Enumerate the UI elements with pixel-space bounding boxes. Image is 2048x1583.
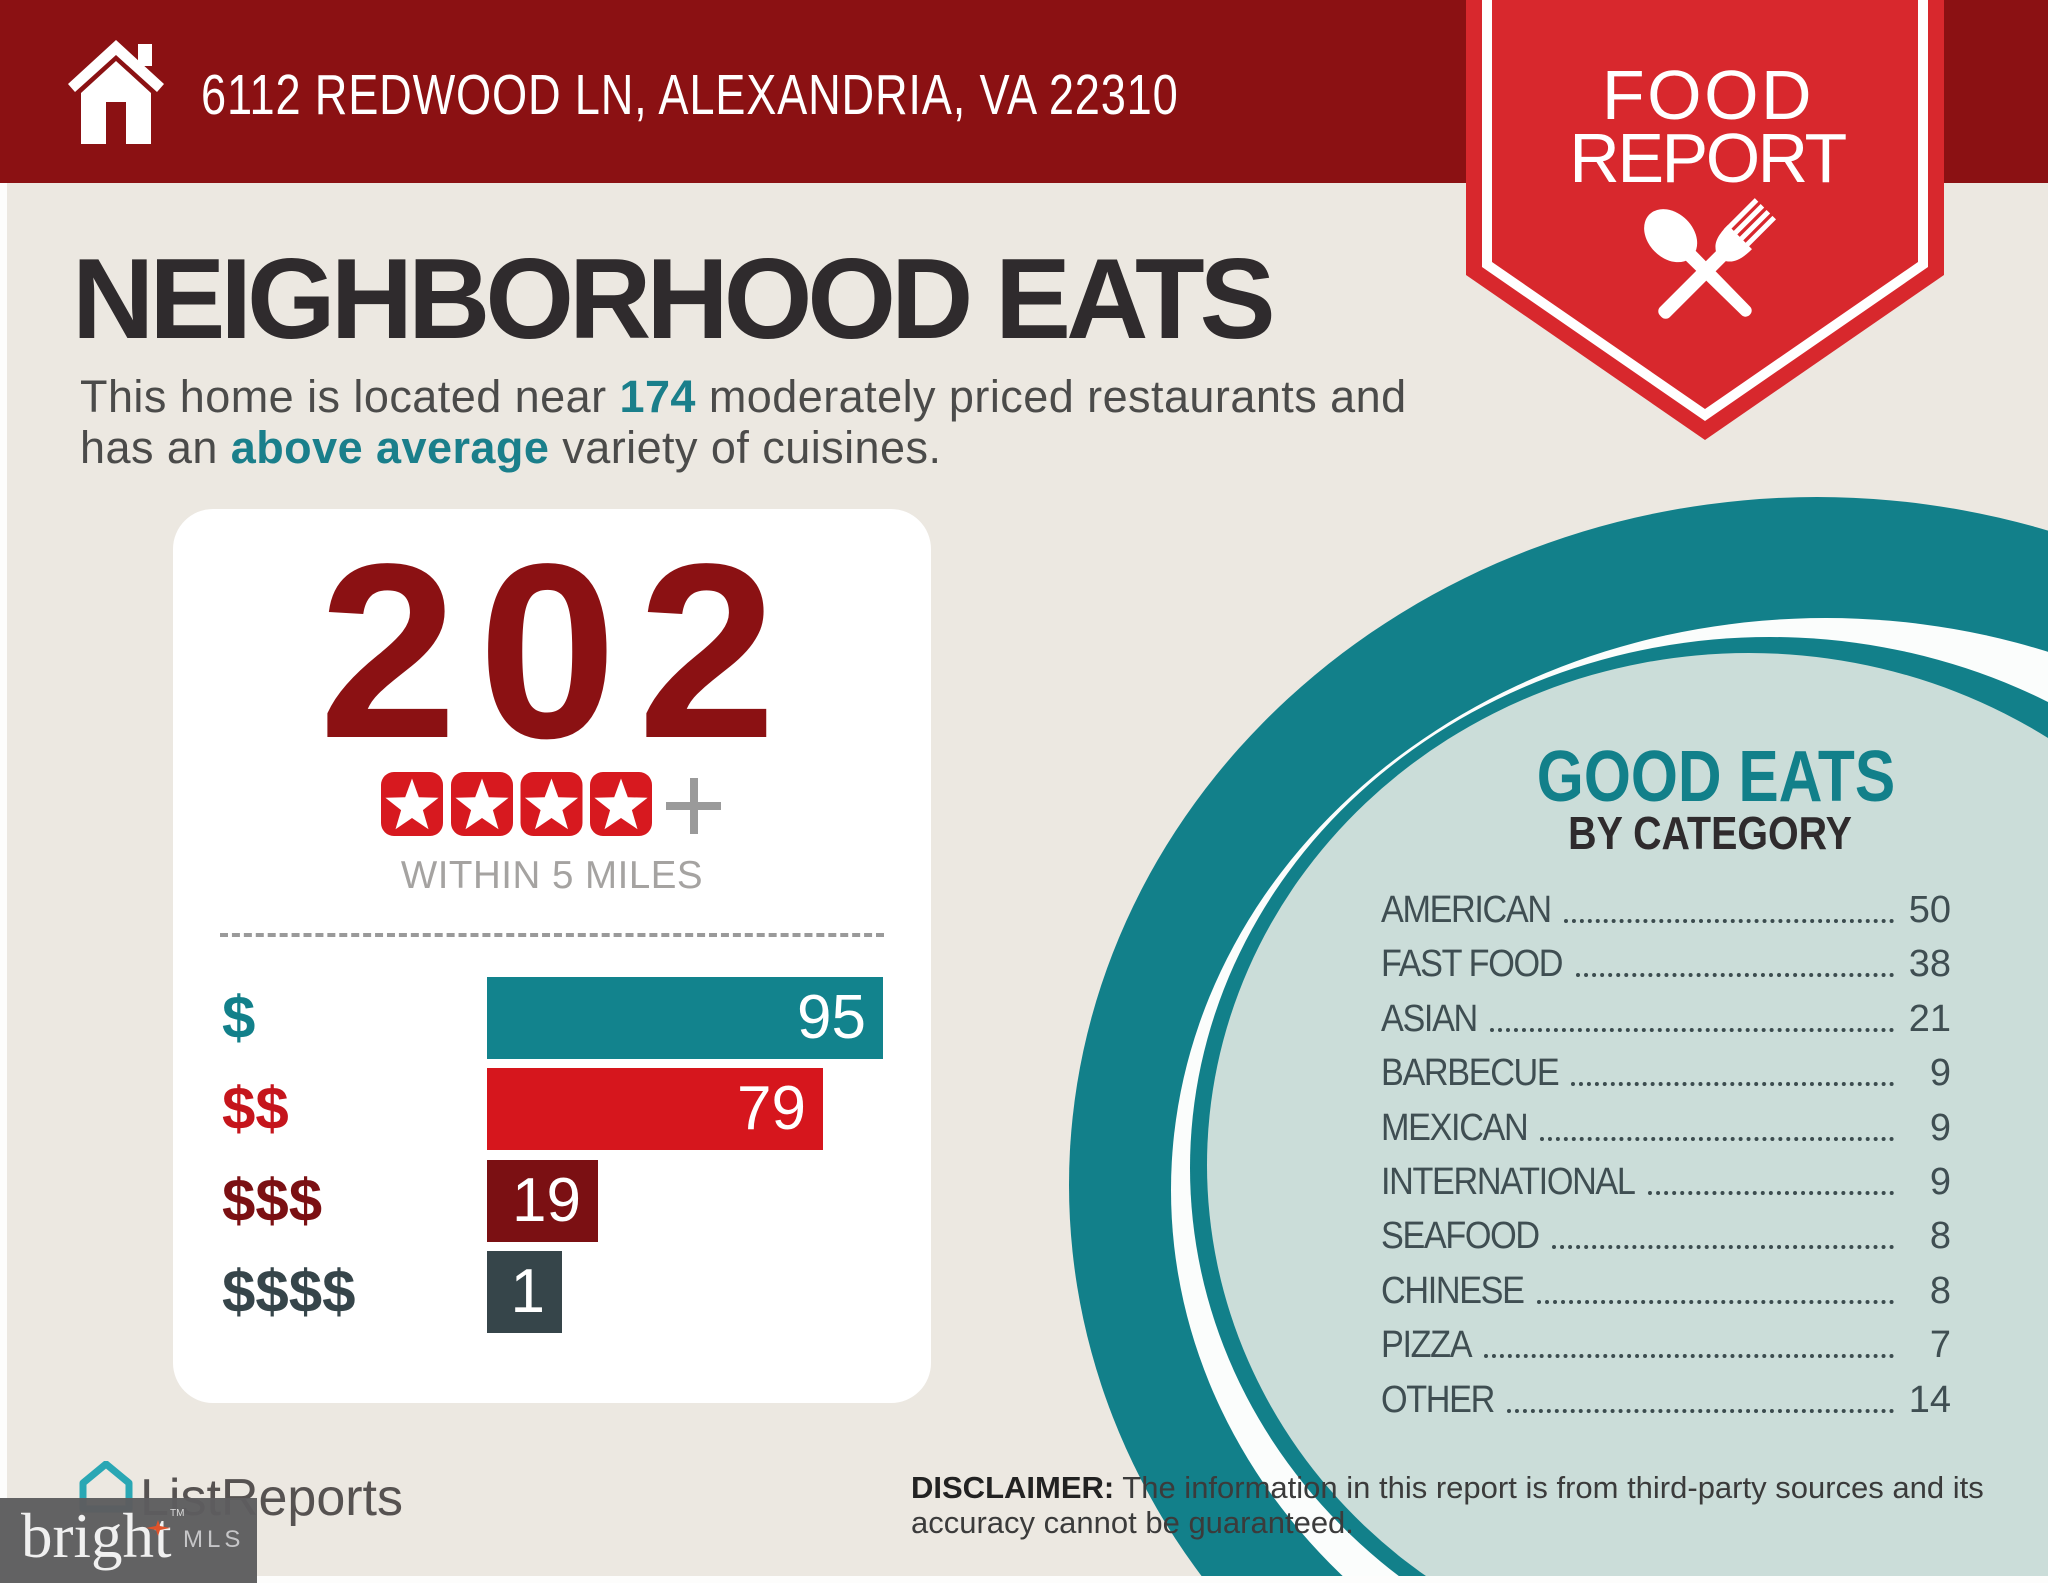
svg-text:REPORT: REPORT <box>1569 119 1846 197</box>
svg-text:FOOD: FOOD <box>1602 56 1814 134</box>
